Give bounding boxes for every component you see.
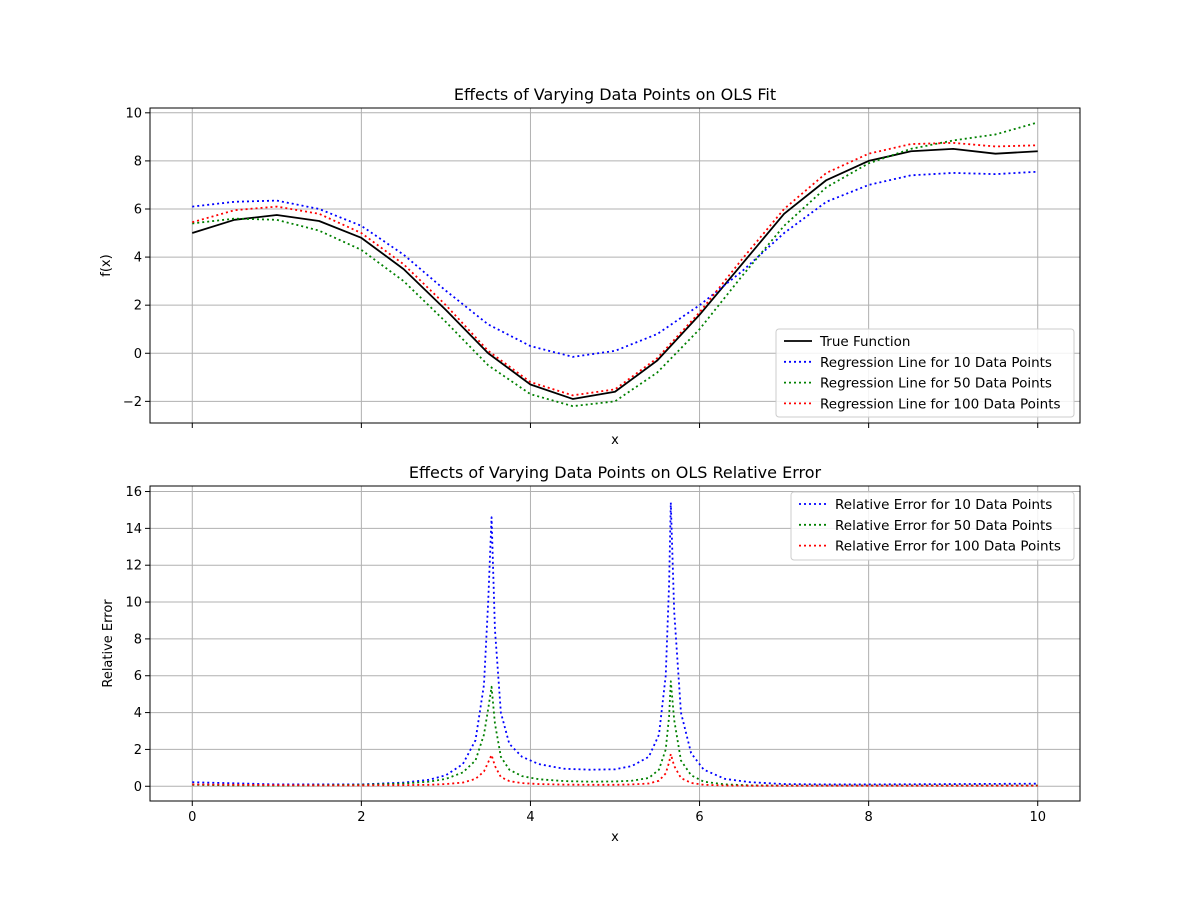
x-tick-label: 10 — [1029, 810, 1046, 825]
y-tick-label: 2 — [134, 743, 142, 758]
y-tick-label: 2 — [134, 299, 142, 314]
chart-panel-1: −2 0 2 4 6 8 10 Effects of Varying Data Points … — [99, 85, 1081, 448]
y-tick-label: 4 — [134, 706, 142, 721]
chart-title: Effects of Varying Data Points on OLS Re… — [409, 463, 822, 482]
legend-box — [790, 491, 1075, 561]
y-tick-label: 0 — [134, 780, 142, 795]
x-tick-label: 8 — [864, 810, 872, 825]
y-tick-label: 8 — [134, 632, 142, 647]
x-tick-label: 4 — [526, 810, 534, 825]
plot-frame — [149, 485, 1081, 802]
y-tick-label: 6 — [134, 202, 142, 217]
y-tick-label: 4 — [134, 251, 142, 266]
y-tick-label: 0 — [134, 347, 142, 362]
x-tick-label: 0 — [188, 810, 196, 825]
series-group — [192, 121, 1038, 408]
y-tick-label: 10 — [125, 106, 142, 121]
legend-entry-3: Regression Line for 50 Data Points — [820, 376, 1052, 392]
legend-box — [775, 328, 1075, 418]
series-group — [192, 501, 1038, 787]
x-tick-label: 2 — [357, 810, 365, 825]
y-axis-label: f(x) — [99, 254, 114, 276]
series-line-3 — [192, 121, 1038, 408]
x-axis-label: x — [611, 830, 619, 845]
y-axis-label: Relative Error — [101, 599, 116, 688]
x-tick-label: 6 — [695, 810, 703, 825]
y-tick-label: −2 — [123, 395, 142, 410]
chart-title: Effects of Varying Data Points on OLS Fi… — [454, 85, 776, 104]
legend-entry-2: Relative Error for 50 Data Points — [835, 518, 1052, 534]
legend: Relative Error for 10 Data Points Relativ… — [790, 491, 1075, 561]
legend-entry-3: Relative Error for 100 Data Points — [835, 539, 1061, 555]
y-tick-label: 14 — [125, 522, 142, 537]
y-tick-label: 8 — [134, 154, 142, 169]
legend: True Function Regression Line for 10 Data… — [775, 328, 1075, 418]
series-line-2 — [192, 680, 1038, 787]
legend-entry-1: True Function — [819, 334, 910, 350]
legend-entry-4: Regression Line for 100 Data Points — [820, 396, 1061, 412]
y-tick-label: 6 — [134, 669, 142, 684]
legend-entry-1: Relative Error for 10 Data Points — [835, 497, 1052, 513]
x-axis-label: x — [611, 433, 619, 448]
y-tick-label: 10 — [125, 596, 142, 611]
y-tick-label: 16 — [125, 485, 142, 500]
chart-panel-2: 0 2 4 6 8 10 0 2 4 6 8 10 12 14 16 Effects of Varying D… — [101, 463, 1081, 845]
y-tick-label: 12 — [125, 559, 142, 574]
legend-entry-2: Regression Line for 10 Data Points — [820, 355, 1052, 371]
plot-frame — [149, 107, 1081, 424]
